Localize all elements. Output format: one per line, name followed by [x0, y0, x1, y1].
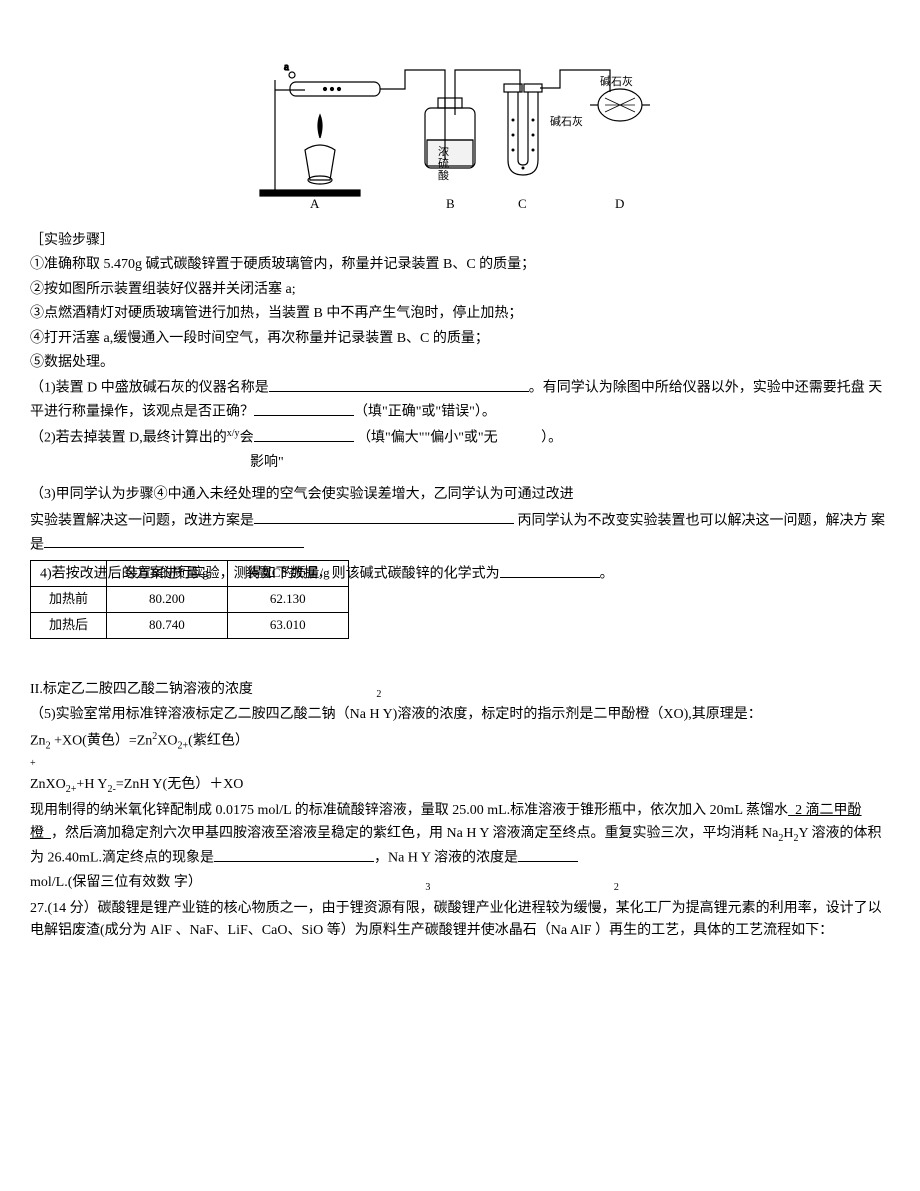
label-a: a — [284, 61, 289, 73]
apparatus-diagram: a A 浓 硫 酸 B — [250, 20, 670, 210]
q5-end: mol/L.(保留三位有效数 字） 3 2 — [30, 872, 890, 896]
equation-plus: + — [30, 756, 890, 772]
q5-body: 现用制得的纳米氧化锌配制成 0.0175 mol/L 的标准硫酸锌溶液，量取 2… — [30, 800, 890, 870]
document-body: ［实验步骤］ ①准确称取 5.470g 碱式碳酸锌置于硬质玻璃管内，称量并记录装… — [30, 230, 890, 943]
equation-1: Zn2 +XO(黄色）=Zn2XO2+(紫红色） — [30, 729, 890, 754]
step-1: ①准确称取 5.470g 碱式碳酸锌置于硬质玻璃管内，称量并记录装置 B、C 的… — [30, 254, 890, 276]
q27: 27.(14 分）碳酸锂是锂产业链的核心物质之一，由于锂资源有限，碳酸锂产业化进… — [30, 898, 890, 943]
step-2: ②按如图所示装置组装好仪器并关闭活塞 a; — [30, 279, 890, 301]
q5-intro: （5)实验室常用标准锌溶液标定乙二胺四乙酸二钠（Na H Y)溶液的浓度，标定时… — [30, 704, 890, 726]
steps-title: ［实验步骤］ — [30, 230, 890, 252]
label-A: A — [310, 196, 320, 210]
q1: （1)装置 D 中盛放碱石灰的仪器名称是。有同学认为除图中所给仪器以外，实验中还… — [30, 376, 890, 424]
equation-2: ZnXO2++H Y2-=ZnH Y(无色）＋XO — [30, 774, 890, 798]
label-B: B — [446, 196, 455, 210]
label-sulfuric: 浓 — [438, 145, 449, 158]
label-C: C — [518, 196, 527, 210]
q2-line1: （2)若去掉装置 D,最终计算出的x/y会 （填"偏大""偏小"或"无 ）。 — [30, 426, 890, 450]
label-D: D — [615, 196, 624, 210]
q3-line2: 实验装置解决这一问题，改进方案是 丙同学认为不改变实验装置也可以解决这一问题，解… — [30, 509, 890, 557]
svg-text:酸: 酸 — [438, 168, 449, 182]
label-lime-d: 碱石灰 — [600, 74, 633, 88]
step-5: ⑤数据处理。 — [30, 352, 890, 374]
q3-line1: （3)甲同学认为步骤④中通入未经处理的空气会使实验误差增大，乙同学认为可通过改进 — [30, 484, 890, 506]
q2-line2: 影响" — [30, 452, 890, 474]
part2-title: II.标定乙二胺四乙酸二钠溶液的浓度 2 — [30, 679, 890, 703]
table-row: 加热后 80.740 63.010 — [31, 612, 349, 638]
table-row: 加热前 80.200 62.130 — [31, 587, 349, 613]
label-lime-c: 碱石灰 — [550, 114, 583, 128]
step-3: ③点燃酒精灯对硬质玻璃管进行加热，当装置 B 中不再产生气泡时，停止加热； — [30, 303, 890, 325]
step-4: ④打开活塞 a,缓慢通入一段时间空气，再次称量并记录装置 B、C 的质量； — [30, 328, 890, 350]
q4-with-table: 4)若按改进后的方案进行实验，测得如下数据，则该碱式碳酸锌的化学式为。 装置B的… — [30, 560, 890, 638]
svg-text:硫: 硫 — [438, 156, 449, 170]
